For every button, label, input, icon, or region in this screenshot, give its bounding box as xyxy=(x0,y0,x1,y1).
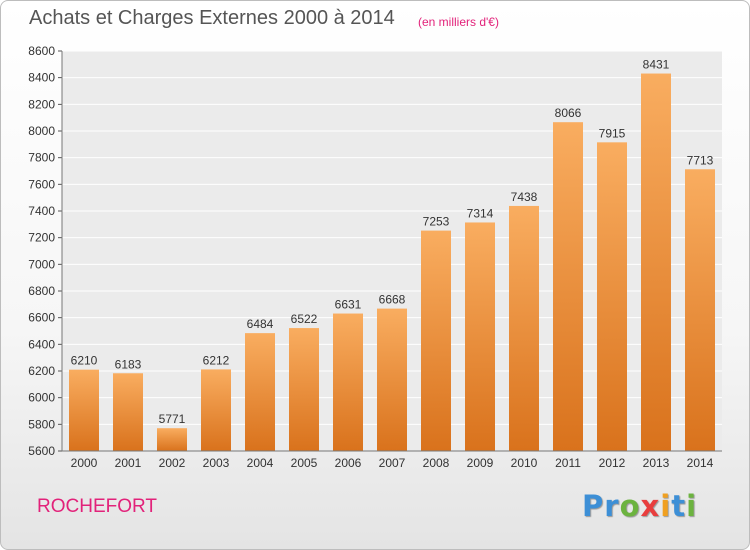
bar-2008 xyxy=(421,230,451,451)
y-tick-label: 6000 xyxy=(28,391,55,405)
y-tick-label: 6600 xyxy=(28,311,55,325)
x-tick-label: 2007 xyxy=(379,456,406,470)
logo-letter: o xyxy=(619,489,641,523)
logo-letter: P xyxy=(582,489,605,523)
chart-title: Achats et Charges Externes 2000 à 2014 xyxy=(29,7,395,29)
y-tick-label: 6200 xyxy=(28,364,55,378)
x-tick-label: 2000 xyxy=(71,456,98,470)
logo-letter: r xyxy=(604,489,620,523)
bar-2002 xyxy=(157,428,187,451)
logo-letter: t xyxy=(671,489,687,523)
y-tick-label: 5600 xyxy=(28,444,55,458)
x-tick-label: 2009 xyxy=(467,456,494,470)
bar-2007 xyxy=(377,308,407,451)
y-tick-label: 7000 xyxy=(28,257,55,271)
y-tick-label: 6800 xyxy=(28,284,55,298)
chart-subtitle: (en milliers d'€) xyxy=(418,15,499,29)
x-tick-label: 2010 xyxy=(511,456,538,470)
bar-2005 xyxy=(289,328,319,451)
x-tick-label: 2004 xyxy=(247,456,274,470)
bar-2010 xyxy=(509,205,539,451)
y-tick-label: 7400 xyxy=(28,204,55,218)
x-tick-label: 2014 xyxy=(687,456,714,470)
x-tick-label: 2002 xyxy=(159,456,186,470)
x-tick-label: 2006 xyxy=(335,456,362,470)
y-tick-label: 6400 xyxy=(28,337,55,351)
x-tick-label: 2005 xyxy=(291,456,318,470)
data-label-2005: 6522 xyxy=(291,312,318,326)
y-axis: 5600 5800 6000 6200 6400 6600 6800 7000 7200 7400… xyxy=(28,44,63,458)
bars: 6210 6183 5771 6212 6484 6522 6631 6668 7253 7314… xyxy=(69,58,715,452)
y-tick-label: 5800 xyxy=(28,417,55,431)
data-label-2000: 6210 xyxy=(71,354,98,368)
bar-2009 xyxy=(465,222,495,451)
data-label-2009: 7314 xyxy=(467,206,494,220)
bar-2004 xyxy=(245,333,275,451)
data-label-2003: 6212 xyxy=(203,353,230,367)
y-tick-label: 7800 xyxy=(28,151,55,165)
bar-2006 xyxy=(333,313,363,451)
bar-2012 xyxy=(597,142,627,452)
y-tick-label: 7600 xyxy=(28,177,55,191)
logo-letter: i xyxy=(660,489,672,523)
y-tick-label: 8000 xyxy=(28,124,55,138)
data-label-2010: 7438 xyxy=(511,190,538,204)
data-label-2001: 6183 xyxy=(115,357,142,371)
city-name: ROCHEFORT xyxy=(37,496,157,517)
bar-2003 xyxy=(201,369,231,451)
bar-2001 xyxy=(113,373,143,451)
proxiti-logo: Proxiti xyxy=(582,489,697,523)
y-tick-label: 8200 xyxy=(28,97,55,111)
x-axis: 2000 2001 2002 2003 2004 2005 2006 2007 2008 2009… xyxy=(62,450,722,470)
x-tick-label: 2011 xyxy=(555,456,581,470)
x-tick-label: 2008 xyxy=(423,456,450,470)
data-label-2004: 6484 xyxy=(247,317,274,331)
y-tick-label: 8400 xyxy=(28,71,55,85)
x-tick-label: 2013 xyxy=(643,456,670,470)
y-tick-label: 8600 xyxy=(28,44,55,58)
data-label-2014: 7713 xyxy=(687,153,714,167)
bar-2011 xyxy=(553,122,583,451)
logo-letter: i xyxy=(686,489,698,523)
bar-2013 xyxy=(641,73,671,452)
data-label-2008: 7253 xyxy=(423,215,450,229)
x-tick-label: 2001 xyxy=(115,456,142,470)
bar-2000 xyxy=(69,369,99,451)
data-label-2011: 8066 xyxy=(555,106,582,120)
x-tick-label: 2012 xyxy=(599,456,626,470)
bar-2014 xyxy=(685,169,715,451)
y-tick-label: 7200 xyxy=(28,231,55,245)
logo-letter: x xyxy=(640,489,661,523)
data-label-2012: 7915 xyxy=(599,126,626,140)
data-label-2007: 6668 xyxy=(379,293,406,307)
data-label-2002: 5771 xyxy=(159,412,186,426)
data-label-2006: 6631 xyxy=(335,298,362,312)
data-label-2013: 8431 xyxy=(643,58,670,72)
x-tick-label: 2003 xyxy=(203,456,230,470)
